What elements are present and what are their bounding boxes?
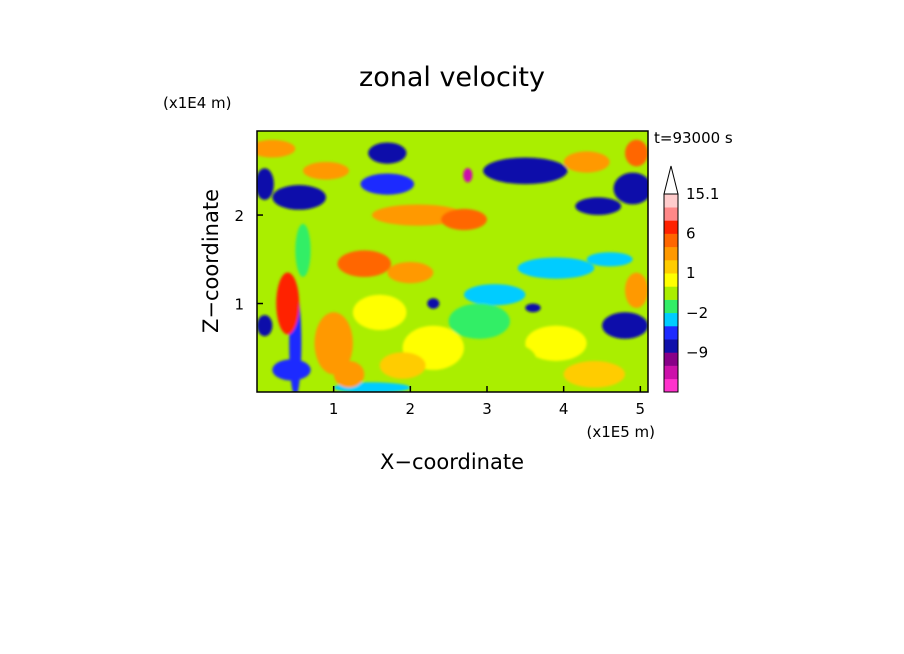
colorbar-swatch [664,312,678,327]
field-blob [517,257,595,279]
y-axis-label: Z−coordinate [199,189,223,333]
y-unit-label: (x1E4 m) [163,94,232,112]
field-blob [556,216,587,231]
field-blob [257,139,296,158]
field-blob [337,250,392,277]
y-axis-ticks: 12 [234,207,263,314]
field-blob [525,325,587,361]
colorbar-label: −2 [686,304,708,322]
field-blob [464,284,526,306]
field-blob [441,208,487,231]
colorbar-extend-arrow [663,165,679,195]
field-blob [372,204,464,226]
y-tick-label: 1 [234,296,244,314]
field-blob [427,298,440,309]
colorbar-swatch [664,365,678,380]
colorbar-swatch [664,339,678,353]
field-blob [575,197,622,215]
field-blob [602,312,648,339]
colorbar-swatch [664,273,678,287]
field-blob [483,157,568,185]
colorbar-swatch [664,233,678,248]
colorbar-swatch [664,220,678,234]
field-blob [257,168,274,200]
field-blob [352,294,407,331]
field-blob [563,361,625,388]
x-tick-label: 3 [482,400,492,418]
time-label: t=93000 s [654,129,733,147]
field-blob [257,315,273,337]
field-blob [448,303,510,339]
field-blob [368,142,407,164]
x-axis-label: X−coordinate [380,450,524,474]
x-tick-label: 5 [636,400,646,418]
field-blob [625,139,648,167]
plot-frame [256,130,649,393]
field-blob [360,173,415,195]
field-blob [379,352,426,379]
field-blob [563,151,610,173]
field-blob [333,361,365,388]
colorbar-label: −9 [686,343,708,361]
x-tick-label: 1 [329,400,339,418]
colorbar-label: 15.1 [686,185,719,203]
field-blob [387,262,434,284]
colorbar-swatch [664,246,678,261]
colorbar-swatch [664,207,678,221]
plot-area [257,131,648,392]
colorbar-swatch [664,299,678,314]
colorbar-swatch [664,378,678,393]
field-blob [613,172,648,205]
y-tick-label: 2 [234,207,244,225]
field-blob [463,168,473,183]
colorbar-swatch [664,352,678,366]
x-axis-ticks: 1 2 3 4 5 [329,386,645,418]
field-blob [276,272,300,335]
field-blob [483,343,537,379]
x-tick-label: 2 [406,400,416,418]
field-blob [272,185,327,210]
colorbar-swatch [664,326,678,340]
colorbar-swatch [664,260,678,274]
chart-title: zonal velocity [359,62,545,93]
colorbar-label: 1 [686,264,696,282]
colorbar: 15.1 6 1 −2 −9 [663,165,719,393]
colorbar-label: 6 [686,225,696,243]
field-blob [272,359,311,381]
field-blob [314,312,353,375]
field-blob [625,272,648,308]
colorbar-swatch [664,286,678,300]
x-tick-label: 4 [559,400,569,418]
field-blob [525,303,541,313]
field-blob [303,162,349,180]
field-blob [295,223,311,277]
colorbar-swatch [664,194,678,208]
field-blob [586,252,633,267]
x-unit-label: (x1E5 m) [586,423,655,441]
